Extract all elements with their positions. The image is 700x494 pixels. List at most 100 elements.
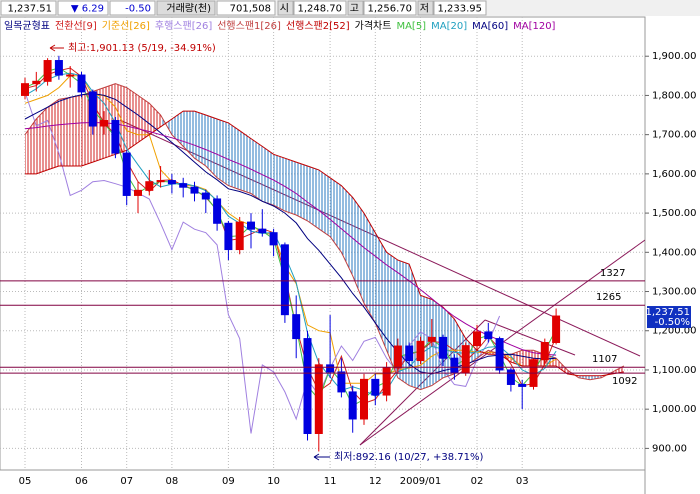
header-cell	[277, 0, 294, 16]
cloud	[307, 166, 319, 229]
y-tick-label: 1,100.00	[652, 365, 697, 376]
candle-body	[303, 338, 312, 434]
cloud	[284, 158, 297, 216]
x-tick-label: 02	[471, 476, 484, 487]
h-line-label: 1107	[592, 354, 617, 365]
candle-body	[348, 391, 357, 420]
candle-body	[100, 120, 109, 127]
candle-body	[179, 183, 188, 188]
x-tick-label: 12	[369, 476, 382, 487]
cloud	[183, 111, 195, 159]
header-cell	[57, 0, 109, 16]
header-text: 1,248.70	[297, 4, 342, 15]
candle-body	[134, 189, 142, 196]
header-cell	[293, 0, 347, 16]
x-tick-label: 10	[267, 476, 280, 487]
cloud	[251, 138, 263, 202]
candle-body	[156, 180, 165, 183]
candle-body	[201, 192, 210, 200]
cloud	[47, 99, 59, 170]
candle-body	[416, 340, 425, 362]
candle-body	[337, 371, 346, 393]
x-tick-label: 03	[516, 476, 529, 487]
legend-entry: MA[20]	[431, 21, 467, 32]
candle-body	[269, 232, 278, 246]
cloud	[590, 375, 602, 380]
legend-entry: 선행스팬1[26]	[217, 20, 281, 32]
cloud	[58, 97, 71, 167]
candle-body	[473, 331, 481, 347]
candle-body	[552, 315, 561, 344]
cloud	[228, 122, 240, 190]
cloud	[70, 95, 82, 167]
legend-entry: 기준선[26]	[102, 20, 150, 32]
h-line-label: 1327	[600, 268, 625, 279]
candle-body	[371, 378, 380, 396]
candle-body	[32, 80, 41, 85]
candle-body	[405, 345, 414, 362]
x-tick-label: 07	[120, 476, 133, 487]
candle-body	[314, 364, 323, 434]
legend-entry: 일목균형표	[4, 20, 50, 32]
cloud	[171, 111, 184, 147]
candle-body	[213, 198, 222, 224]
y-tick-label: 1,200.00	[652, 326, 697, 337]
cloud	[36, 107, 48, 174]
x-tick-label: 2009/01	[400, 476, 442, 487]
candle-body	[77, 74, 86, 93]
cloud	[330, 177, 342, 253]
header-text: 701,508	[230, 4, 271, 15]
header-text: ▼ 6.29	[71, 4, 104, 15]
cloud	[194, 111, 206, 167]
legend-entry: 전환선[9]	[55, 20, 97, 32]
high-note: 최고:1,901.13 (5/19, -34.91%)	[68, 42, 216, 54]
candle-body	[21, 83, 29, 96]
x-tick-label: 05	[19, 476, 32, 487]
candle-body	[88, 91, 97, 127]
candle-body	[518, 383, 527, 387]
candle-body	[439, 336, 448, 359]
y-tick-label: 900.00	[652, 443, 687, 454]
price-tag-label: 1,237.51	[645, 307, 690, 318]
high-arrow	[49, 44, 64, 52]
y-tick-label: 1,500.00	[652, 208, 697, 219]
candle-body	[190, 186, 199, 194]
legend-entry: MA[5]	[396, 21, 426, 32]
cloud	[126, 87, 138, 151]
candle-body	[224, 222, 233, 251]
low-note: 최저:892.16 (10/27, +38.71%)	[334, 451, 484, 463]
legend-entry: 후행스팬[26]	[155, 20, 212, 32]
header-text: 거래량(천)	[166, 3, 211, 15]
x-tick-label: 06	[75, 476, 88, 487]
candle-body	[66, 74, 75, 77]
x-tick-label: 08	[166, 476, 179, 487]
cloud	[352, 197, 364, 304]
legend-entry: MA[120]	[513, 21, 555, 32]
trend-line	[484, 319, 576, 356]
candle-body	[495, 338, 504, 371]
series-line	[25, 110, 624, 377]
header-text: -0.50	[125, 4, 151, 15]
cloud	[205, 115, 218, 178]
candle-body	[167, 180, 176, 185]
y-tick-label: 1,300.00	[652, 287, 697, 298]
header-text: 1,233.95	[437, 4, 482, 15]
header-text: 시	[280, 3, 289, 15]
candle-body	[326, 364, 335, 373]
header-cell	[433, 0, 487, 16]
price-tag-change: -0.50%	[655, 317, 690, 328]
candle-body	[235, 221, 244, 251]
cloud	[318, 169, 331, 237]
y-tick-label: 1,000.00	[652, 404, 697, 415]
candle-body	[247, 221, 255, 230]
header-text: 저	[420, 3, 429, 15]
y-tick-label: 1,900.00	[652, 51, 697, 62]
candle-body	[506, 369, 515, 385]
candle-body	[43, 60, 52, 82]
cloud	[556, 358, 568, 374]
candle-body	[145, 181, 154, 191]
y-tick-label: 1,800.00	[652, 90, 697, 101]
candle-body	[450, 357, 459, 374]
header-cell	[347, 0, 364, 16]
